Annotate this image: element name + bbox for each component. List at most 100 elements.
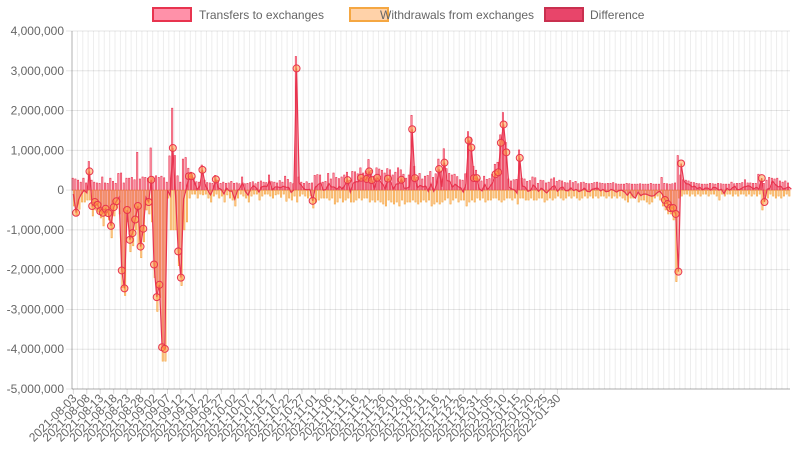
transfers-bar [641,183,644,191]
withdrawals-bar [376,189,379,201]
transfers-bar [752,183,754,191]
difference-point [677,159,686,168]
difference-point [440,158,449,167]
withdrawals-bar [594,189,597,197]
difference-point [410,174,419,183]
transfers-bar [423,175,426,191]
withdrawals-bar [788,189,791,197]
withdrawals-bar [750,189,753,197]
transfers-bar [620,183,623,191]
legend[interactable]: Transfers to exchanges Withdrawals from e… [152,7,645,22]
transfers-bar [480,180,483,191]
withdrawals-bar [489,189,492,201]
legend-item-difference[interactable]: Difference [544,7,645,22]
transfers-bar [179,181,182,191]
withdrawals-bar [272,189,274,199]
withdrawals-bar [739,189,742,195]
withdrawals-bar [387,189,390,201]
transfers-bar [308,183,311,191]
withdrawals-bar [304,189,307,197]
withdrawals-bar [306,189,309,199]
transfers-bar [625,183,628,191]
transfers-bar [730,181,733,191]
withdrawals-bar [457,189,460,203]
difference-point [131,215,140,224]
withdrawals-bar [438,189,441,205]
withdrawals-bar [108,189,110,221]
transfers-bar [631,183,633,191]
difference-point [147,175,156,184]
transfers-bar [233,183,235,191]
transfers-bar [144,177,147,191]
transfers-bar [337,178,340,191]
difference-point [136,242,145,251]
difference-point [168,143,177,152]
withdrawals-bar [729,189,732,195]
withdrawals-bar [390,189,393,203]
withdrawals-bar [680,189,683,197]
transfers-bar [106,183,109,191]
withdrawals-bar [210,189,213,203]
legend-item-transfers-to-exchanges[interactable]: Transfers to exchanges [152,7,324,22]
withdrawals-bar [772,189,775,197]
withdrawals-bar [575,189,578,199]
withdrawals-bar [624,189,627,201]
y-tick-label: -2,000,000 [7,263,65,277]
withdrawals-bar [199,189,202,195]
withdrawals-bar [293,189,296,197]
difference-point [308,196,317,205]
transfers-bar [230,181,233,191]
withdrawals-bar [562,189,565,201]
withdrawals-bar [758,189,761,195]
withdrawals-bar [578,189,581,201]
transfers-bar [79,181,82,191]
transfers-bar [222,181,225,191]
difference-point [397,175,406,184]
withdrawals-bar [449,189,452,205]
transfers-bar [768,177,771,191]
withdrawals-bar [336,189,339,203]
legend-item-withdrawals-from-exchanges[interactable]: Withdrawals from exchanges [349,7,534,22]
withdrawals-bar [253,189,256,195]
withdrawals-bar [777,189,780,197]
difference-point [150,260,159,269]
transfers-bar [593,182,596,191]
transfers-bar [612,182,615,191]
withdrawals-bar [616,189,619,199]
withdrawals-bar [430,189,433,207]
withdrawals-bar [352,189,355,203]
withdrawals-bar [444,189,447,201]
withdrawals-bar [497,189,500,201]
withdrawals-bar [782,189,785,197]
withdrawals-bar [511,189,514,201]
transfers-bar [77,179,80,191]
transfers-bar [703,183,706,191]
difference-point [104,209,113,218]
transfers-bar [85,182,88,191]
withdrawals-bar [465,189,468,207]
difference-point [373,173,382,182]
transfers-bar [391,174,394,191]
withdrawals-bar [543,189,546,203]
withdrawals-bar [766,189,769,199]
withdrawals-bar [479,189,482,201]
legend-swatch [152,7,192,22]
withdrawals-bar [632,189,635,199]
transfers-bar [434,173,437,191]
withdrawals-bar [185,189,188,223]
transfers-bar [652,183,655,191]
withdrawals-bar [637,189,640,203]
withdrawals-bar [476,189,479,199]
withdrawals-bar [382,189,385,205]
difference-point [112,197,121,206]
legend-swatch [544,7,584,22]
transfers-bar [604,183,607,191]
transfers-bar [569,180,572,191]
legend-label: Withdrawals from exchanges [380,8,534,22]
withdrawals-bar [411,189,414,201]
withdrawals-bar [317,189,320,201]
transfers-bar [278,180,281,191]
y-tick-label: -5,000,000 [7,382,65,396]
